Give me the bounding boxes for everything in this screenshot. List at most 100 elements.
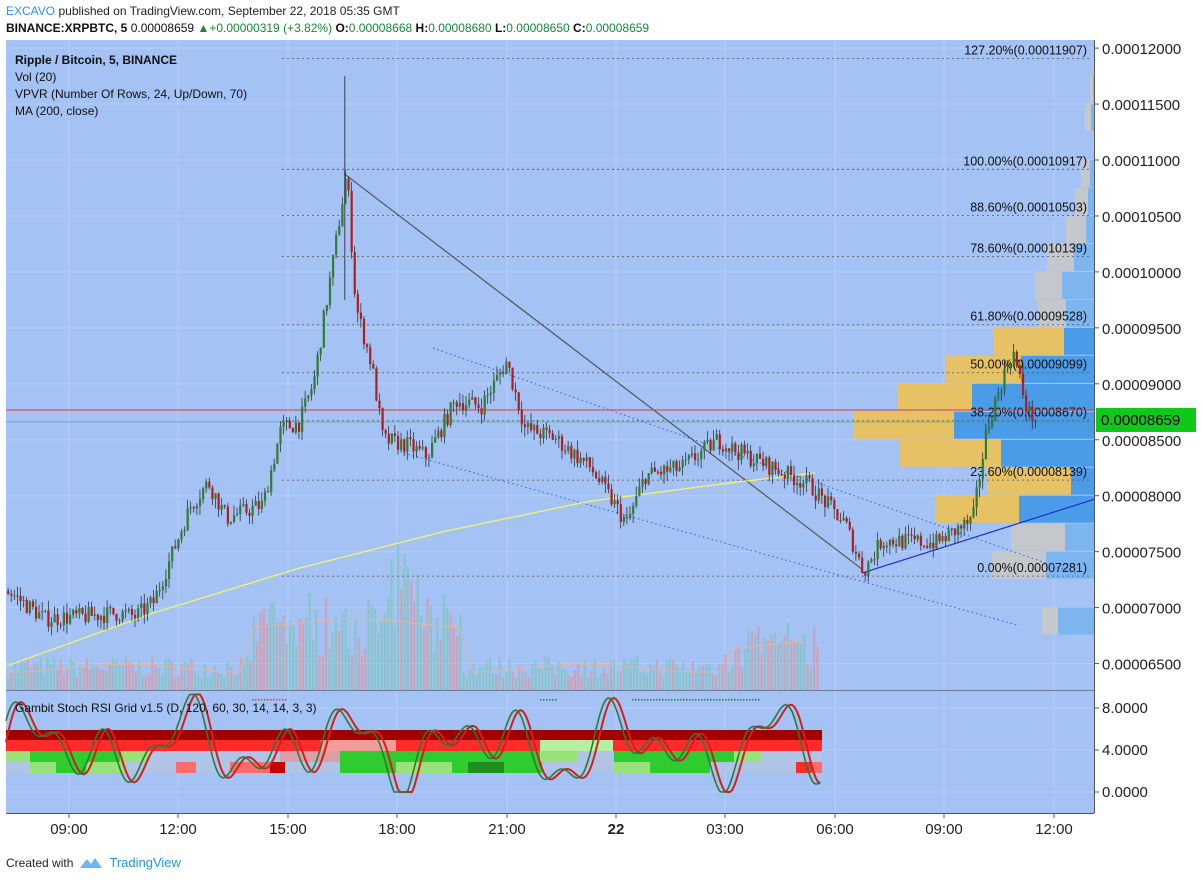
candle-body xyxy=(1015,351,1018,366)
volume-bar xyxy=(318,654,321,690)
candle-body xyxy=(842,518,845,521)
volume-bar xyxy=(786,623,790,690)
tradingview-brand[interactable]: TradingView xyxy=(109,855,181,870)
tradingview-logo-icon xyxy=(80,857,103,868)
candle-body xyxy=(511,367,514,390)
grid-cell xyxy=(230,762,270,773)
candle-body xyxy=(366,344,369,348)
candle-body xyxy=(297,422,301,432)
signal-dot xyxy=(758,699,760,701)
candle-body xyxy=(960,525,963,529)
volume-bar xyxy=(767,640,770,690)
candle-body xyxy=(783,474,786,479)
volume-bar xyxy=(311,640,314,690)
candle-body xyxy=(158,589,161,591)
candle-body xyxy=(740,444,743,461)
candle-body xyxy=(545,427,548,430)
volume-bar xyxy=(383,613,387,690)
time-axis-background[interactable] xyxy=(6,814,1094,850)
candle-body xyxy=(99,615,103,621)
candle-body xyxy=(186,508,189,531)
candle-body xyxy=(885,545,889,547)
candle-body xyxy=(195,505,199,509)
volume-bar xyxy=(655,659,658,690)
candle-body xyxy=(477,404,480,409)
signal-dot xyxy=(546,699,548,701)
candle-body xyxy=(328,277,332,306)
candle-body xyxy=(483,395,486,415)
volume-bar xyxy=(292,626,295,690)
candle-body xyxy=(981,458,984,480)
signal-dot xyxy=(701,699,703,701)
volume-bar xyxy=(220,673,223,690)
candle-body xyxy=(907,534,910,536)
candle-body xyxy=(96,614,100,621)
candle-body xyxy=(703,442,706,451)
candle-body xyxy=(124,610,127,612)
candle-body xyxy=(864,572,867,576)
candle-body xyxy=(709,439,712,451)
volume-bar xyxy=(59,659,62,690)
candle-body xyxy=(421,447,424,449)
volume-bar xyxy=(187,662,190,690)
candle-body xyxy=(632,505,635,514)
fib-level-label: 100.00%(0.00010917) xyxy=(963,154,1087,168)
candle-body xyxy=(570,445,573,459)
close-label: C: xyxy=(573,21,586,35)
candle-body xyxy=(285,420,288,422)
candle-body xyxy=(492,380,496,393)
signal-dot xyxy=(276,699,278,701)
volume-bar xyxy=(701,665,704,690)
volume-bar xyxy=(265,623,269,690)
price-chart[interactable]: 127.20%(0.00011907) 100.00%(0.00010917) 88… xyxy=(0,40,1201,853)
candle-body xyxy=(607,483,610,490)
volume-bar xyxy=(374,608,377,690)
candle-body xyxy=(137,608,140,619)
signal-dot xyxy=(704,699,706,701)
candle-body xyxy=(771,461,774,475)
price-tick-label: 0.00009500 xyxy=(1102,321,1181,338)
volume-bar xyxy=(613,659,616,690)
volume-bar xyxy=(351,654,354,690)
volume-bar xyxy=(577,663,580,690)
grid-cell xyxy=(56,762,86,773)
volume-bar xyxy=(636,656,639,690)
symbol-label[interactable]: BINANCE:XRPBTC, 5 xyxy=(6,21,128,35)
signal-dot xyxy=(692,699,694,701)
signal-dot xyxy=(668,699,670,701)
candle-body xyxy=(502,372,505,374)
volume-bar xyxy=(596,677,599,690)
oscillator-title[interactable]: Gambit Stoch RSI Grid v1.5 (D, 120, 60, … xyxy=(15,701,316,715)
legend-ma[interactable]: MA (200, close) xyxy=(15,104,98,118)
legend-volume[interactable]: Vol (20) xyxy=(15,70,56,84)
candle-body xyxy=(446,413,449,425)
candle-body xyxy=(418,446,421,449)
volume-bar xyxy=(495,674,498,690)
candle-body xyxy=(941,536,944,542)
volume-bar xyxy=(806,663,809,690)
volume-bar xyxy=(167,658,170,690)
grid-row-band xyxy=(6,730,822,740)
volume-bar xyxy=(514,677,518,690)
candle-body xyxy=(895,544,898,547)
volume-bar xyxy=(462,672,465,690)
grid-cell xyxy=(540,751,578,762)
volume-bar xyxy=(46,657,49,690)
candle-body xyxy=(870,559,873,562)
volume-bar xyxy=(498,657,501,690)
volume-bar xyxy=(675,665,678,690)
candle-body xyxy=(749,450,752,467)
trendline xyxy=(403,452,1020,626)
volume-bar xyxy=(295,645,298,690)
grid-cell xyxy=(30,751,120,762)
legend-vpvr[interactable]: VPVR (Number Of Rows, 24, Up/Down, 70) xyxy=(15,87,247,101)
volume-bar xyxy=(262,608,265,690)
volume-bar xyxy=(10,671,13,690)
price-tick-label: 0.00008500 xyxy=(1102,433,1181,450)
volume-bar xyxy=(213,665,216,690)
volume-bar xyxy=(23,662,26,690)
author-link[interactable]: EXCAVO xyxy=(6,4,56,18)
price-tick-label: 0.00008000 xyxy=(1102,489,1181,506)
legend-series-name[interactable]: Ripple / Bitcoin, 5, BINANCE xyxy=(15,53,177,67)
grid-cell xyxy=(340,762,396,773)
